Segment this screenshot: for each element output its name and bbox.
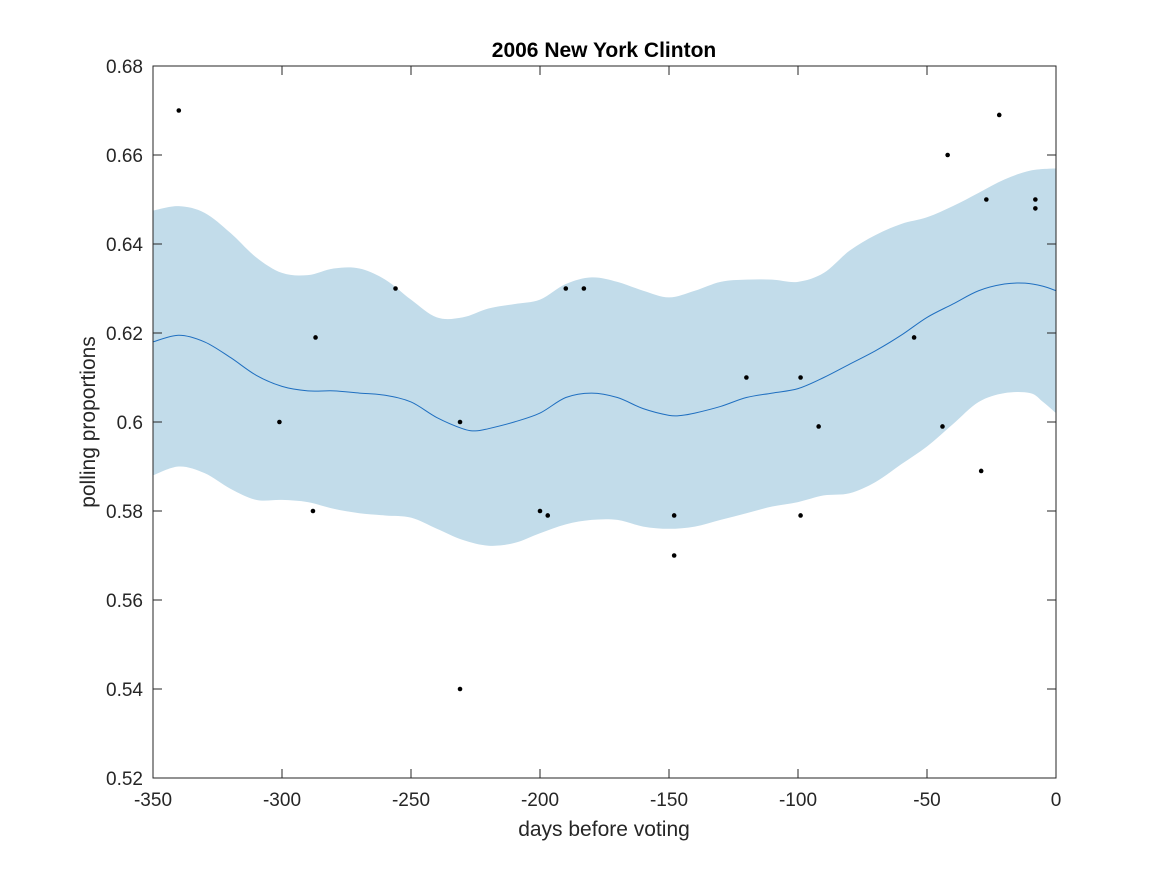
data-point — [277, 419, 282, 425]
y-tick-label: 0.64 — [106, 235, 143, 256]
x-tick-label: -350 — [134, 790, 172, 811]
y-tick-label: 0.6 — [117, 413, 143, 434]
data-point — [940, 424, 945, 429]
y-tick-label: 0.62 — [106, 324, 143, 345]
data-point — [911, 335, 917, 340]
data-point — [1033, 197, 1038, 202]
mean-trend-line — [152, 282, 1057, 432]
data-point — [816, 424, 821, 429]
data-point — [393, 286, 398, 291]
data-point — [945, 152, 950, 158]
y-tick-label: 0.58 — [106, 502, 143, 523]
data-point — [313, 335, 318, 340]
y-axis-label: polling proportions — [77, 336, 100, 508]
x-tick-label: 0 — [1051, 790, 1062, 811]
data-point — [563, 286, 569, 291]
y-tick-label: 0.68 — [106, 57, 143, 78]
x-tick-label: -200 — [521, 790, 559, 811]
x-tick-label: -250 — [392, 790, 430, 811]
x-tick-label: -100 — [779, 790, 817, 811]
confidence-band — [153, 168, 1056, 546]
data-point — [310, 508, 316, 514]
y-tick-label: 0.52 — [106, 769, 143, 790]
x-tick-label: -150 — [650, 790, 688, 811]
y-tick-label: 0.54 — [106, 680, 143, 701]
x-axis-ticks: -350 -300 -250 -200 -150 -100 -50 0 — [134, 66, 1061, 811]
data-point — [545, 513, 551, 518]
chart-title: 2006 New York Clinton — [492, 39, 716, 62]
x-tick-label: -300 — [263, 790, 301, 811]
data-point — [671, 553, 677, 558]
x-tick-label: -50 — [913, 790, 940, 811]
data-point — [457, 419, 463, 425]
data-point — [457, 686, 463, 692]
data-point — [537, 508, 543, 514]
data-point — [996, 112, 1002, 118]
y-axis-ticks: 0.52 0.54 0.56 0.58 0.6 0.62 0.64 0.66 0.68 — [106, 57, 1056, 790]
y-tick-label: 0.66 — [106, 146, 143, 167]
y-tick-label: 0.56 — [106, 591, 143, 612]
data-point — [798, 513, 803, 518]
data-point — [984, 197, 989, 202]
data-point — [581, 286, 587, 291]
data-points — [176, 108, 1038, 692]
x-axis-label: days before voting — [518, 818, 690, 841]
plot-area — [152, 108, 1057, 692]
data-point — [1033, 206, 1038, 211]
data-point — [978, 468, 984, 474]
data-point — [744, 375, 749, 380]
data-point — [798, 375, 803, 380]
data-point — [176, 108, 182, 113]
data-point — [671, 513, 677, 518]
